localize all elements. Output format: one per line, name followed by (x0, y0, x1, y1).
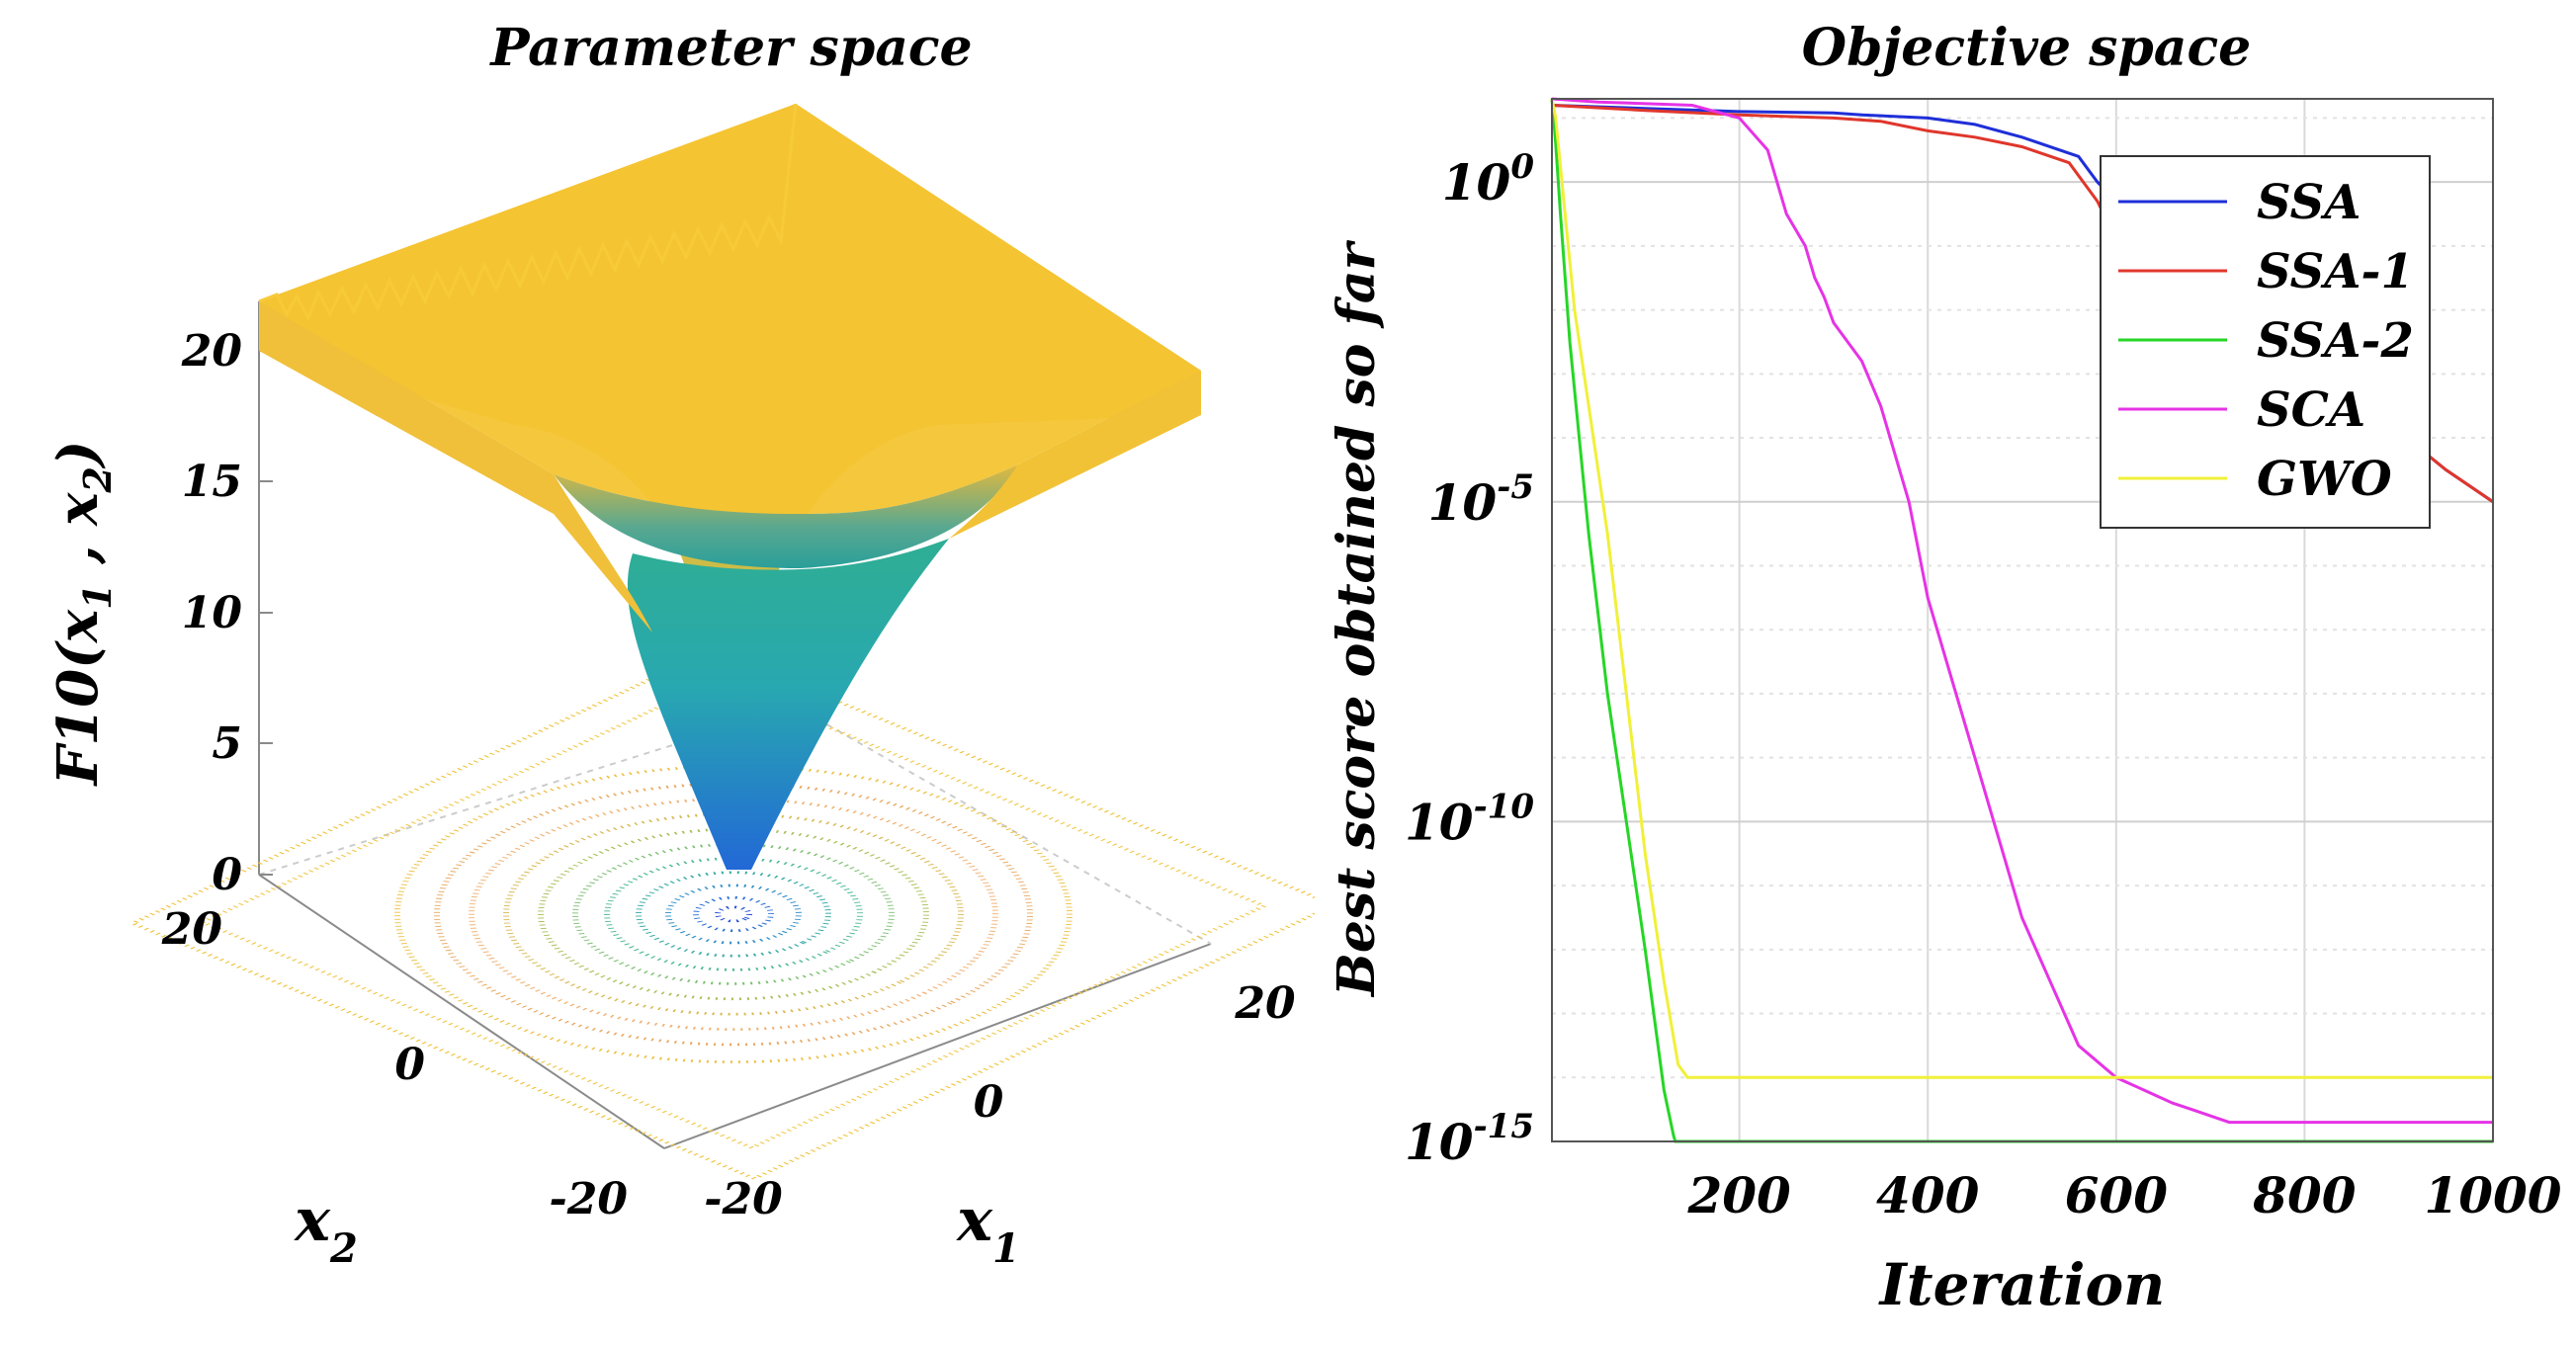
y-tick-label: 100 (1442, 147, 1535, 211)
x-tick-label: 200 (1686, 1166, 1791, 1224)
legend-label-ssa-2: SSA-2 (2257, 313, 2414, 369)
z-label-sub2: 2 (75, 466, 120, 493)
x-axis-label: x1 (955, 1186, 1020, 1272)
x-tick-label: 1000 (2424, 1166, 2561, 1224)
x-label-main: x (955, 1186, 993, 1255)
objective-space-chart: Objective space 200 400 600 800 1000 100 10-5… (1327, 18, 2562, 1318)
legend-box (2100, 155, 2431, 529)
z-tick-marks (259, 350, 273, 876)
x-tick-labels: -20 0 20 (704, 978, 1296, 1224)
z-label-close: ) (45, 441, 111, 470)
series-line-sca (1551, 97, 2493, 1125)
right-chart-title: Objective space (1802, 18, 2251, 78)
y-tick-labels: 100 10-5 10-10 10-15 (1405, 147, 1534, 1171)
legend-label-ssa: SSA (2257, 175, 2361, 230)
x-label-sub: 1 (992, 1225, 1020, 1272)
parameter-space-chart: Parameter space (45, 18, 1315, 1272)
z-tick-label: 20 (181, 326, 243, 377)
x-axis-label: Iteration (1878, 1251, 2166, 1318)
y-tick-label: 10-15 (1405, 1107, 1534, 1171)
surface-mesh (258, 103, 1201, 870)
z-tick-label: 0 (212, 850, 242, 900)
x-tick-label: 0 (974, 1077, 1004, 1128)
z-tick-labels: 20 15 10 5 0 (181, 326, 243, 900)
z-label-main: F10( (45, 640, 111, 788)
series-line-gwo (1550, 98, 2493, 1079)
axes-3d-box (258, 301, 1212, 1149)
legend: SSA SSA-1 SSA-2 SCA GWO (2100, 155, 2431, 529)
z-label-sep: , x (45, 492, 111, 583)
z-tick-label: 15 (182, 457, 242, 507)
x-tick-label: 800 (2252, 1166, 2357, 1224)
z-axis-label: F10(x1 , x2) (45, 441, 120, 788)
x-tick-label: 20 (1234, 978, 1296, 1029)
y-tick-label: 10-10 (1405, 787, 1534, 851)
legend-label-ssa-1: SSA-1 (2257, 244, 2414, 299)
z-label-sub1: 1 (75, 583, 120, 609)
z-label-x1: x (45, 609, 111, 643)
y-tick-label: 10-5 (1428, 467, 1534, 532)
y-label-sub: 2 (329, 1225, 358, 1272)
z-tick-label: 5 (212, 718, 242, 769)
y-tick-label: -20 (550, 1174, 629, 1224)
legend-label-gwo: GWO (2257, 452, 2392, 507)
y-axis-label: x2 (293, 1186, 358, 1272)
x-tick-labels: 200 400 600 800 1000 (1686, 1166, 2561, 1224)
y-tick-label: 20 (161, 904, 223, 955)
left-chart-title: Parameter space (488, 18, 972, 78)
x-tick-label: 400 (1876, 1166, 1980, 1224)
y-label-main: x (293, 1186, 331, 1255)
plot-area-frame (1551, 98, 2494, 1142)
x-tick-label: -20 (704, 1174, 783, 1224)
legend-label-sca: SCA (2257, 382, 2365, 438)
y-tick-labels: 20 0 -20 (161, 904, 629, 1224)
y-tick-label: 0 (394, 1040, 425, 1090)
z-tick-label: 10 (182, 588, 243, 638)
y-axis-label: Best score obtained so far (1327, 239, 1387, 998)
x-tick-label: 600 (2065, 1166, 2169, 1224)
